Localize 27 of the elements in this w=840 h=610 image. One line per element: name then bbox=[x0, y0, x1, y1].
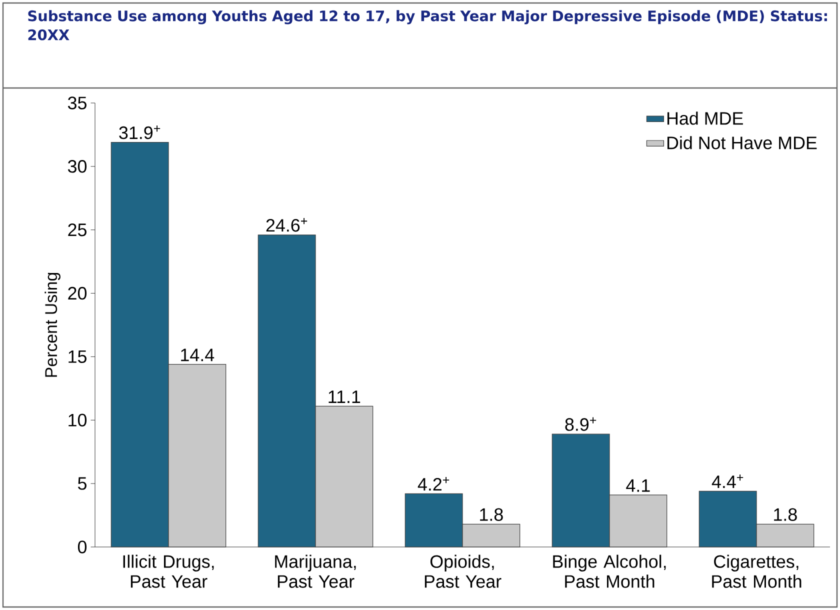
legend-label: Had MDE bbox=[667, 112, 743, 125]
data-label: 31.9$^{+}$ bbox=[119, 125, 160, 140]
x-tick-label: Cigarettes, Past Month bbox=[712, 554, 802, 588]
y-tick-label: 15 bbox=[68, 350, 86, 363]
data-label: 1.8 bbox=[774, 508, 797, 521]
data-label: 14.4 bbox=[181, 348, 214, 362]
y-tick-label: 35 bbox=[68, 96, 86, 110]
x-tick-label: Opioids, Past Year bbox=[424, 554, 502, 588]
data-label: 8.9$^{+}$ bbox=[565, 417, 596, 431]
y-axis-title: Percent Using bbox=[44, 272, 60, 377]
y-tick-label: 0 bbox=[78, 540, 87, 554]
data-label: 4.1 bbox=[626, 479, 650, 492]
x-tick-label: Illicit Drugs, Past Year bbox=[123, 554, 214, 588]
y-tick-label: 5 bbox=[78, 477, 86, 490]
x-tick-label: Marijuana, Past Year bbox=[275, 554, 356, 588]
legend-label: Did Not Have MDE bbox=[667, 136, 817, 150]
y-tick-label: 30 bbox=[68, 160, 87, 173]
data-label: 1.8 bbox=[480, 508, 503, 521]
x-tick-label: Binge Alcohol, Past Month bbox=[553, 554, 666, 588]
chart-title: Substance Use among Youths Aged 12 to 17, by Past Year Major Depressive Episode (MDE) Status: 20XX bbox=[28, 10, 827, 40]
y-tick-label: 20 bbox=[68, 286, 87, 300]
y-tick-label: 25 bbox=[68, 223, 86, 236]
y-tick-label: 10 bbox=[68, 414, 87, 426]
data-label: 4.2$^{+}$ bbox=[418, 477, 450, 491]
data-label: 4.4$^{+}$ bbox=[712, 474, 744, 488]
data-label: 24.6$^{+}$ bbox=[266, 218, 308, 232]
data-label: 11.1 bbox=[328, 390, 360, 403]
